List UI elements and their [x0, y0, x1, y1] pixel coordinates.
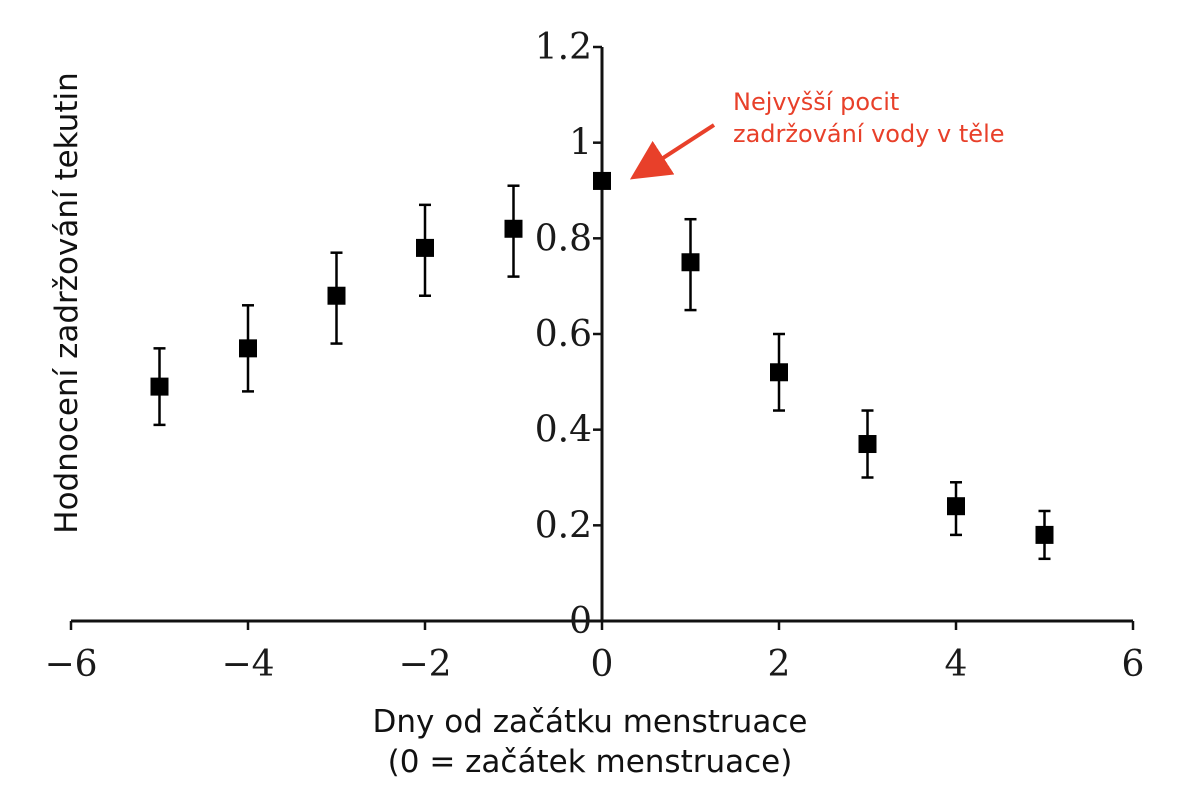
x-axis-title-line: (0 = začátek menstruace) — [388, 744, 793, 780]
data-point — [416, 203, 434, 297]
data-point — [593, 171, 611, 190]
data-marker — [504, 219, 523, 238]
x-tick-label: −6 — [44, 644, 97, 685]
y-tick-label: 0.8 — [535, 218, 592, 259]
data-marker — [947, 497, 965, 516]
data-marker — [327, 286, 346, 305]
y-tick-label: 0.2 — [535, 505, 592, 546]
tick-marks: −6 −4 −2 0 2 4 6 0 0.2 0.4 0.6 0.8 1 1.2 — [44, 27, 1144, 685]
x-tick-label: 4 — [945, 644, 968, 685]
data-marker — [1035, 525, 1054, 544]
x-tick-label: −4 — [221, 644, 274, 685]
data-point — [150, 347, 169, 427]
data-point — [681, 217, 700, 312]
annotation: Nejvyšší pocit zadržování vody v těle — [629, 88, 1005, 180]
x-tick-label: −2 — [398, 644, 451, 685]
data-point — [947, 481, 965, 537]
axis-titles: Dny od začátku menstruace (0 = začátek me… — [49, 72, 807, 780]
data-point — [239, 304, 257, 393]
y-tick-label: 0 — [569, 601, 592, 642]
y-axis-title: Hodnocení zadržování tekutin — [49, 72, 85, 533]
data-point — [1035, 509, 1054, 561]
x-tick-label: 6 — [1122, 644, 1145, 685]
y-tick-label: 1.2 — [535, 27, 592, 68]
x-tick-label: 2 — [768, 644, 791, 685]
data-points — [150, 171, 1054, 561]
data-point — [858, 409, 877, 479]
data-point — [504, 184, 523, 278]
data-marker — [770, 363, 788, 382]
data-marker — [416, 238, 434, 257]
x-tick-label: 0 — [591, 644, 614, 685]
data-point — [770, 332, 788, 412]
data-marker — [858, 435, 877, 454]
y-tick-label: 0.6 — [535, 314, 592, 355]
annotation-text-line: Nejvyšší pocit — [733, 88, 899, 116]
x-axis-title-line: Dny od začátku menstruace — [373, 704, 808, 740]
annotation-text-line: zadržování vody v těle — [733, 120, 1005, 148]
data-marker — [239, 339, 257, 358]
annotation-arrow — [629, 123, 716, 180]
y-tick-label: 1 — [569, 123, 592, 164]
y-tick-label: 0.4 — [535, 410, 592, 451]
data-point — [327, 251, 346, 345]
data-marker — [593, 171, 611, 190]
data-marker — [150, 377, 169, 396]
data-marker — [681, 253, 700, 272]
